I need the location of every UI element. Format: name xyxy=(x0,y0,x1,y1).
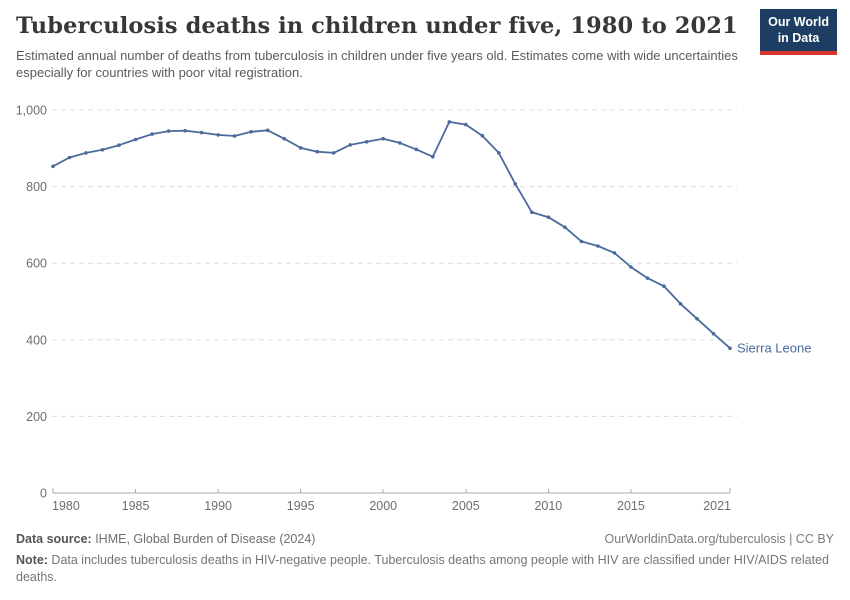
data-point[interactable] xyxy=(331,151,336,155)
chart-canvas: 0 200 400 600 800 1,000 1980 1985 1990 1995 2000 20… xyxy=(16,104,812,514)
series-end-label[interactable]: Sierra Leone xyxy=(737,341,811,356)
data-point[interactable] xyxy=(414,147,419,152)
data-point[interactable] xyxy=(711,331,716,336)
data-point[interactable] xyxy=(183,128,187,133)
data-point[interactable] xyxy=(480,133,485,138)
data-point[interactable] xyxy=(579,239,584,244)
data-point[interactable] xyxy=(612,251,617,255)
data-point[interactable] xyxy=(84,151,88,155)
x-tick-label: 1980 xyxy=(52,499,80,513)
y-tick-label: 1,000 xyxy=(16,104,47,118)
note-label: Note: xyxy=(16,552,48,567)
x-tick-label: 1995 xyxy=(287,499,315,513)
data-point[interactable] xyxy=(662,284,666,288)
data-point[interactable] xyxy=(464,122,468,127)
data-point[interactable] xyxy=(398,141,402,145)
x-tick-label: 2000 xyxy=(369,499,397,513)
y-tick-label: 600 xyxy=(26,257,47,271)
data-point[interactable] xyxy=(133,137,138,142)
data-point[interactable] xyxy=(695,316,699,321)
data-point[interactable] xyxy=(497,151,501,155)
data-point[interactable] xyxy=(67,155,72,160)
data-point[interactable] xyxy=(249,130,253,134)
data-point[interactable] xyxy=(563,225,567,229)
data-point[interactable] xyxy=(513,182,518,186)
x-tick-label: 2021 xyxy=(703,499,731,513)
data-point[interactable] xyxy=(216,133,220,137)
chart-subtitle: Estimated annual number of deaths from t… xyxy=(16,48,738,81)
x-tick-label: 1990 xyxy=(204,499,232,513)
data-point[interactable] xyxy=(51,164,55,169)
data-point[interactable] xyxy=(678,302,683,306)
data-point[interactable] xyxy=(381,136,386,141)
data-point[interactable] xyxy=(282,136,287,141)
data-point[interactable] xyxy=(298,146,303,150)
data-point[interactable] xyxy=(199,130,204,135)
source-row: Data source: IHME, Global Burden of Dise… xyxy=(16,531,834,548)
x-tick-label: 1985 xyxy=(122,499,150,513)
data-point[interactable] xyxy=(596,244,600,248)
y-tick-label: 200 xyxy=(26,410,47,424)
data-point[interactable] xyxy=(166,129,171,133)
data-point[interactable] xyxy=(348,143,353,147)
chart-header: Tuberculosis deaths in children under fi… xyxy=(0,0,850,81)
data-point[interactable] xyxy=(315,149,320,154)
logo-line2: in Data xyxy=(777,31,820,45)
data-point[interactable] xyxy=(150,132,154,136)
note-value: Data includes tuberculosis deaths in HIV… xyxy=(16,552,829,584)
y-tick-label: 0 xyxy=(40,487,47,501)
data-point[interactable] xyxy=(645,276,650,280)
data-point[interactable] xyxy=(530,210,534,215)
data-source: Data source: IHME, Global Burden of Dise… xyxy=(16,531,315,548)
logo-line1: Our World xyxy=(768,15,829,29)
data-point[interactable] xyxy=(728,346,732,350)
chart-area: 0 200 400 600 800 1,000 1980 1985 1990 1995 2000 20… xyxy=(0,95,850,525)
owid-logo[interactable]: Our World in Data xyxy=(760,9,837,55)
data-point[interactable] xyxy=(100,148,105,152)
data-point[interactable] xyxy=(447,120,452,124)
chart-footer: Data source: IHME, Global Burden of Dise… xyxy=(16,531,834,586)
data-point[interactable] xyxy=(265,128,270,133)
data-point[interactable] xyxy=(117,143,121,147)
data-point[interactable] xyxy=(629,265,633,269)
chart-note: Note: Data includes tuberculosis deaths … xyxy=(16,552,834,586)
x-tick-label: 2005 xyxy=(452,499,480,513)
x-tick-label: 2015 xyxy=(617,499,645,513)
data-source-value: IHME, Global Burden of Disease (2024) xyxy=(91,532,316,546)
x-tick-label: 2010 xyxy=(534,499,562,513)
data-point[interactable] xyxy=(546,215,551,219)
data-point[interactable] xyxy=(431,154,435,159)
data-source-label: Data source: xyxy=(16,532,92,546)
canonical-link[interactable]: OurWorldinData.org/tuberculosis | CC BY xyxy=(604,532,835,546)
y-tick-label: 400 xyxy=(26,333,47,347)
data-point[interactable] xyxy=(364,140,369,144)
y-tick-label: 800 xyxy=(26,180,47,194)
data-point[interactable] xyxy=(232,134,237,138)
series-line[interactable] xyxy=(52,120,731,350)
chart-title: Tuberculosis deaths in children under fi… xyxy=(16,13,738,39)
